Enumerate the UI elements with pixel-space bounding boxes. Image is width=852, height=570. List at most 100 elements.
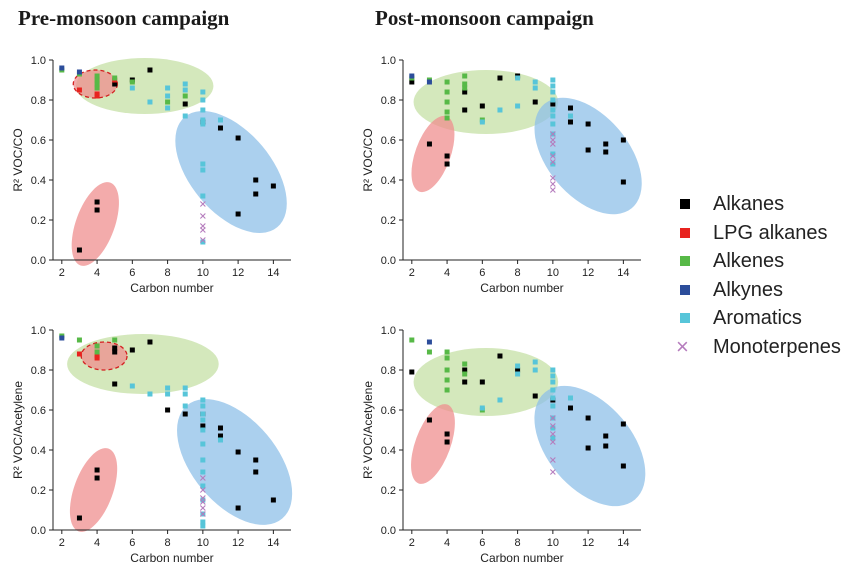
- x-tick-label: 12: [232, 537, 244, 549]
- legend-label: Aromatics: [713, 307, 802, 329]
- point-alkanes: [253, 191, 259, 197]
- legend-label: LPG alkanes: [713, 221, 828, 244]
- point-alkenes: [462, 371, 468, 377]
- point-aromatics: [479, 405, 485, 411]
- point-alkenes: [94, 77, 100, 83]
- point-alkanes: [165, 407, 171, 413]
- point-alkanes: [94, 467, 100, 473]
- point-monoterpenes: [199, 499, 206, 505]
- point-monoterpenes: [549, 415, 556, 421]
- point-aromatics: [550, 97, 556, 103]
- red-region: [411, 404, 455, 484]
- point-aromatics: [182, 81, 188, 87]
- point-alkanes: [253, 457, 259, 463]
- point-aromatics: [550, 151, 556, 157]
- x-axis-label: Carbon number: [130, 281, 213, 295]
- point-alkenes: [426, 349, 432, 355]
- point-monoterpenes: [199, 487, 206, 493]
- point-alkanes: [585, 147, 591, 153]
- legend-label: Alkenes: [713, 250, 785, 272]
- y-tick-label: 0.6: [31, 135, 46, 147]
- point-alkenes: [444, 109, 450, 115]
- x-tick-label: 14: [267, 267, 279, 279]
- point-alkenes: [129, 79, 135, 85]
- point-monoterpenes: [549, 175, 556, 181]
- x-tick-label: 8: [515, 267, 521, 279]
- point-alkenes: [94, 85, 100, 91]
- point-alkenes: [462, 361, 468, 367]
- point-aromatics: [550, 77, 556, 83]
- point-alkanes: [270, 497, 276, 503]
- point-alkenes: [444, 115, 450, 121]
- point-aromatics: [550, 113, 556, 119]
- point-alkanes: [94, 207, 100, 213]
- point-alkanes: [497, 353, 503, 359]
- point-aromatics: [550, 379, 556, 385]
- x-tick-label: 10: [547, 267, 559, 279]
- x-axis-label: Carbon number: [480, 551, 563, 565]
- point-aromatics: [182, 87, 188, 93]
- point-alkanes: [532, 99, 538, 105]
- x-tick-label: 10: [197, 267, 209, 279]
- point-aromatics: [550, 395, 556, 401]
- point-aromatics: [165, 391, 171, 397]
- point-monoterpenes: [199, 227, 206, 233]
- point-alkanes: [567, 119, 573, 125]
- point-aromatics: [550, 403, 556, 409]
- point-aromatics: [550, 89, 556, 95]
- x-tick-label: 8: [165, 267, 171, 279]
- red-region: [69, 448, 118, 532]
- x-tick-label: 8: [165, 537, 171, 549]
- point-alkanes: [76, 247, 82, 253]
- point-alkanes: [462, 89, 468, 95]
- point-alkanes: [567, 105, 573, 111]
- point-alkynes: [76, 69, 82, 75]
- point-aromatics: [550, 373, 556, 379]
- y-tick-label: 0.8: [381, 95, 396, 107]
- point-aromatics: [217, 117, 223, 123]
- point-aromatics: [200, 397, 206, 403]
- point-monoterpenes: [549, 131, 556, 137]
- point-alkenes: [76, 337, 82, 343]
- point-alkanes: [462, 379, 468, 385]
- point-aromatics: [532, 79, 538, 85]
- point-aromatics: [200, 417, 206, 423]
- alkanes-swatch: [680, 199, 690, 209]
- point-aromatics: [165, 93, 171, 99]
- point-aromatics: [497, 397, 503, 403]
- y-tick-label: 0.6: [31, 405, 46, 417]
- point-aromatics: [200, 403, 206, 409]
- point-aromatics: [200, 161, 206, 167]
- point-aromatics: [550, 367, 556, 373]
- legend-label: Alkanes: [713, 193, 785, 215]
- point-alkenes: [444, 367, 450, 373]
- point-alkynes: [409, 73, 415, 79]
- x-tick-label: 8: [515, 537, 521, 549]
- point-aromatics: [515, 75, 521, 81]
- point-alkynes: [59, 65, 65, 71]
- point-alkanes: [147, 339, 153, 345]
- point-monoterpenes: [549, 153, 556, 159]
- point-aromatics: [550, 387, 556, 393]
- point-alkanes: [270, 183, 276, 189]
- point-alkanes: [585, 121, 591, 127]
- blue-region: [177, 399, 293, 525]
- point-aromatics: [182, 391, 188, 397]
- alkynes-swatch: [680, 284, 690, 295]
- point-alkenes: [444, 99, 450, 105]
- point-aromatics: [147, 99, 153, 105]
- point-lpg-alkanes: [76, 87, 82, 93]
- point-aromatics: [200, 519, 206, 525]
- y-tick-label: 0.4: [31, 445, 46, 457]
- point-alkenes: [94, 73, 100, 79]
- point-monoterpenes: [549, 159, 556, 165]
- point-monoterpenes: [549, 423, 556, 429]
- point-monoterpenes: [199, 201, 206, 207]
- y-axis-label: R² VOC/Acetylene: [11, 381, 25, 479]
- red-region: [80, 341, 128, 371]
- point-aromatics: [479, 119, 485, 125]
- point-alkanes: [426, 141, 432, 147]
- green-region: [413, 348, 559, 416]
- y-tick-label: 0.0: [31, 525, 46, 537]
- x-tick-label: 14: [617, 267, 629, 279]
